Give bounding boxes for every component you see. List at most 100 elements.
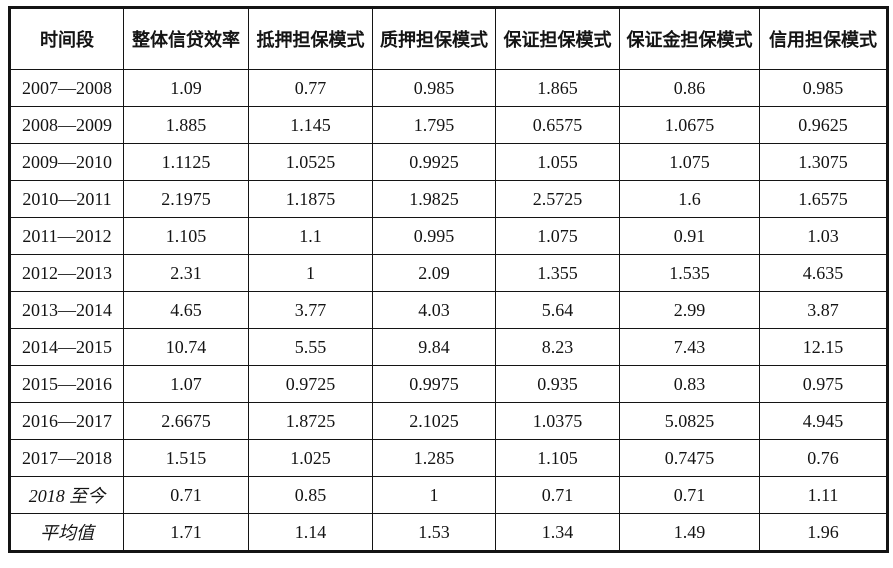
column-header-6: 信用担保模式: [759, 7, 888, 70]
table-cell: 5.55: [248, 328, 373, 366]
table-cell: 0.985: [759, 69, 888, 107]
table-cell: 1.0375: [495, 402, 620, 440]
table-row: 平均值 1.71 1.14 1.53 1.34 1.49 1.96: [9, 513, 888, 552]
table-cell: 1.865: [495, 69, 620, 107]
table-row: 2008—2009 1.885 1.145 1.795 0.6575 1.0675 0.96…: [9, 106, 888, 144]
table-cell: 4.03: [372, 291, 496, 329]
table-cell: 1.8725: [248, 402, 373, 440]
table-cell: 3.87: [759, 291, 888, 329]
table-cell: 1.1125: [123, 143, 249, 181]
table-cell: 0.9725: [248, 365, 373, 403]
row-label: 2016—2017: [9, 402, 124, 440]
table-row: 2017—2018 1.515 1.025 1.285 1.105 0.7475 0.76: [9, 439, 888, 477]
row-label: 2018 至今: [9, 476, 124, 514]
table-cell: 1.71: [123, 513, 249, 552]
table-cell: 0.9975: [372, 365, 496, 403]
table-cell: 1.11: [759, 476, 888, 514]
table-cell: 1.055: [495, 143, 620, 181]
table-cell: 1.515: [123, 439, 249, 477]
row-label: 平均值: [9, 513, 124, 552]
table-cell: 9.84: [372, 328, 496, 366]
row-label: 2007—2008: [9, 69, 124, 107]
table-cell: 10.74: [123, 328, 249, 366]
table-cell: 2.6675: [123, 402, 249, 440]
table-cell: 1.09: [123, 69, 249, 107]
table-cell: 5.64: [495, 291, 620, 329]
table-cell: 1.145: [248, 106, 373, 144]
table-cell: 1.105: [495, 439, 620, 477]
row-label: 2010—2011: [9, 180, 124, 218]
table-cell: 0.86: [619, 69, 760, 107]
table-row: 2007—2008 1.09 0.77 0.985 1.865 0.86 0.985: [9, 69, 888, 107]
table-row: 2014—2015 10.74 5.55 9.84 8.23 7.43 12.15: [9, 328, 888, 366]
row-label: 2009—2010: [9, 143, 124, 181]
table-cell: 1: [372, 476, 496, 514]
table-cell: 1.535: [619, 254, 760, 292]
table-cell: 1.075: [619, 143, 760, 181]
table-cell: 1.0675: [619, 106, 760, 144]
table-row: 2012—2013 2.31 1 2.09 1.355 1.535 4.635: [9, 254, 888, 292]
row-label: 2013—2014: [9, 291, 124, 329]
table-cell: 1.025: [248, 439, 373, 477]
table-cell: 1.1875: [248, 180, 373, 218]
row-label: 2014—2015: [9, 328, 124, 366]
table-cell: 1.0525: [248, 143, 373, 181]
table-cell: 0.7475: [619, 439, 760, 477]
table-cell: 1.795: [372, 106, 496, 144]
table-body: 2007—2008 1.09 0.77 0.985 1.865 0.86 0.985 2008…: [9, 69, 888, 552]
table-cell: 1.53: [372, 513, 496, 552]
table-cell: 1.075: [495, 217, 620, 255]
table-cell: 2.1975: [123, 180, 249, 218]
table-cell: 1.96: [759, 513, 888, 552]
table-cell: 1.49: [619, 513, 760, 552]
table-cell: 8.23: [495, 328, 620, 366]
table-cell: 2.31: [123, 254, 249, 292]
table-cell: 0.6575: [495, 106, 620, 144]
table-cell: 4.635: [759, 254, 888, 292]
row-label: 2008—2009: [9, 106, 124, 144]
table-cell: 0.995: [372, 217, 496, 255]
table-cell: 4.65: [123, 291, 249, 329]
table-cell: 1.14: [248, 513, 373, 552]
table-cell: 2.5725: [495, 180, 620, 218]
table-cell: 0.985: [372, 69, 496, 107]
column-header-3: 质押担保模式: [372, 7, 496, 70]
row-label: 2011—2012: [9, 217, 124, 255]
table-cell: 0.71: [123, 476, 249, 514]
table-cell: 1.34: [495, 513, 620, 552]
row-label: 2012—2013: [9, 254, 124, 292]
table-cell: 2.99: [619, 291, 760, 329]
table-cell: 1.6575: [759, 180, 888, 218]
table-cell: 12.15: [759, 328, 888, 366]
table-cell: 1.6: [619, 180, 760, 218]
table-cell: 3.77: [248, 291, 373, 329]
column-header-0: 时间段: [9, 7, 124, 70]
table-cell: 0.83: [619, 365, 760, 403]
row-label: 2015—2016: [9, 365, 124, 403]
table-cell: 1.285: [372, 439, 496, 477]
table-cell: 4.945: [759, 402, 888, 440]
table-cell: 2.09: [372, 254, 496, 292]
table-cell: 0.91: [619, 217, 760, 255]
table-cell: 0.85: [248, 476, 373, 514]
table-cell: 0.77: [248, 69, 373, 107]
table-cell: 1.3075: [759, 143, 888, 181]
table-row: 2011—2012 1.105 1.1 0.995 1.075 0.91 1.03: [9, 217, 888, 255]
column-header-1: 整体信贷效率: [123, 7, 249, 70]
table-cell: 0.71: [495, 476, 620, 514]
table-cell: 1.885: [123, 106, 249, 144]
credit-efficiency-table: 时间段 整体信贷效率 抵押担保模式 质押担保模式 保证担保模式 保证金担保模式 信用担保模式…: [8, 6, 889, 553]
column-header-4: 保证担保模式: [495, 7, 620, 70]
table-row: 2016—2017 2.6675 1.8725 2.1025 1.0375 5.0825 4…: [9, 402, 888, 440]
table-header-row: 时间段 整体信贷效率 抵押担保模式 质押担保模式 保证担保模式 保证金担保模式 信用担保模式: [9, 7, 888, 70]
table-cell: 0.76: [759, 439, 888, 477]
table-cell: 1.105: [123, 217, 249, 255]
table-header: 时间段 整体信贷效率 抵押担保模式 质押担保模式 保证担保模式 保证金担保模式 信用担保模式: [9, 7, 888, 70]
table-cell: 1.9825: [372, 180, 496, 218]
table-cell: 1.355: [495, 254, 620, 292]
table-cell: 5.0825: [619, 402, 760, 440]
column-header-5: 保证金担保模式: [619, 7, 760, 70]
table-cell: 0.935: [495, 365, 620, 403]
table-cell: 2.1025: [372, 402, 496, 440]
